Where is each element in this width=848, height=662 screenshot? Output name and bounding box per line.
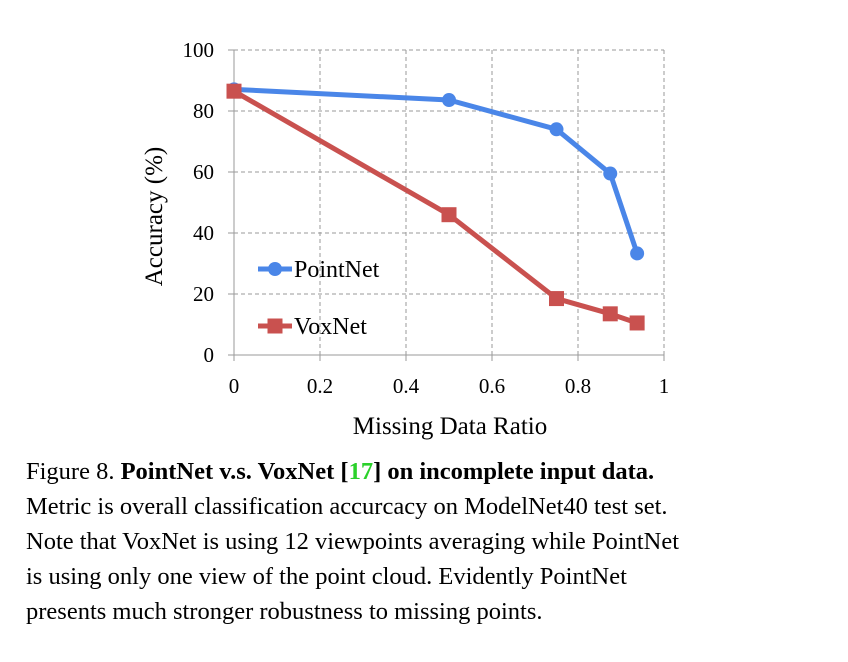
caption-reference-link[interactable]: 17 — [348, 458, 374, 485]
caption-line-5: presents much stronger robustness to mis… — [26, 598, 543, 625]
x-tick-label: 1 — [659, 374, 670, 398]
tick-labels: 0 20 40 60 80 100 0 0.2 0.4 0.6 0.8 1 — [183, 38, 670, 398]
caption-title-post: ] on incomplete input data. — [373, 458, 655, 485]
voxnet-point — [226, 83, 242, 99]
y-tick-label: 40 — [193, 221, 214, 245]
caption-title-pre: PointNet v.s. VoxNet [ — [120, 458, 349, 485]
grid — [234, 49, 665, 355]
x-tick-label: 0.4 — [393, 374, 420, 398]
legend-label-voxnet: VoxNet — [294, 314, 367, 340]
y-tick-label: 100 — [183, 38, 215, 62]
chart: 0 20 40 60 80 100 0 0.2 0.4 0.6 0.8 1 PointNet VoxNe… — [141, 38, 670, 440]
voxnet-point — [602, 306, 618, 322]
legend-marker-voxnet — [267, 318, 283, 334]
x-tick-label: 0.8 — [565, 374, 591, 398]
x-tick-label: 0.2 — [307, 374, 333, 398]
pointnet-point — [442, 93, 456, 108]
caption-line-3: Note that VoxNet is using 12 viewpoints … — [26, 528, 680, 555]
legend: PointNet VoxNet — [258, 257, 380, 340]
series-lines — [226, 82, 645, 331]
voxnet-point — [629, 315, 645, 331]
x-tick-label: 0.6 — [479, 374, 505, 398]
caption-line-4: is using only one view of the point clou… — [26, 563, 627, 590]
y-axis-title: Accuracy (%) — [141, 147, 168, 287]
series-line-pointnet — [231, 86, 640, 256]
y-tick-label: 80 — [193, 99, 214, 123]
y-tick-label: 60 — [193, 160, 214, 184]
voxnet-point — [441, 207, 457, 223]
chart-svg: 0 20 40 60 80 100 0 0.2 0.4 0.6 0.8 1 PointNet VoxNe… — [141, 38, 670, 440]
caption-line-2: Metric is overall classification accurca… — [26, 493, 668, 520]
series-line-voxnet — [231, 88, 640, 326]
legend-label-pointnet: PointNet — [294, 257, 380, 283]
axes — [228, 49, 665, 361]
legend-marker-pointnet — [268, 262, 282, 276]
caption-line-1: Figure 8. PointNet v.s. VoxNet [17] on i… — [26, 454, 798, 489]
pointnet-point — [549, 122, 564, 137]
x-tick-label: 0 — [229, 374, 240, 398]
caption-figure-label: Figure 8. — [26, 458, 115, 485]
x-axis-title: Missing Data Ratio — [353, 413, 547, 440]
pointnet-point — [603, 166, 618, 181]
y-tick-label: 20 — [193, 282, 214, 306]
pointnet-point — [630, 246, 645, 261]
voxnet-point — [549, 291, 564, 307]
y-tick-label: 0 — [204, 343, 215, 367]
figure-caption: Figure 8. PointNet v.s. VoxNet [17] on i… — [26, 454, 798, 629]
